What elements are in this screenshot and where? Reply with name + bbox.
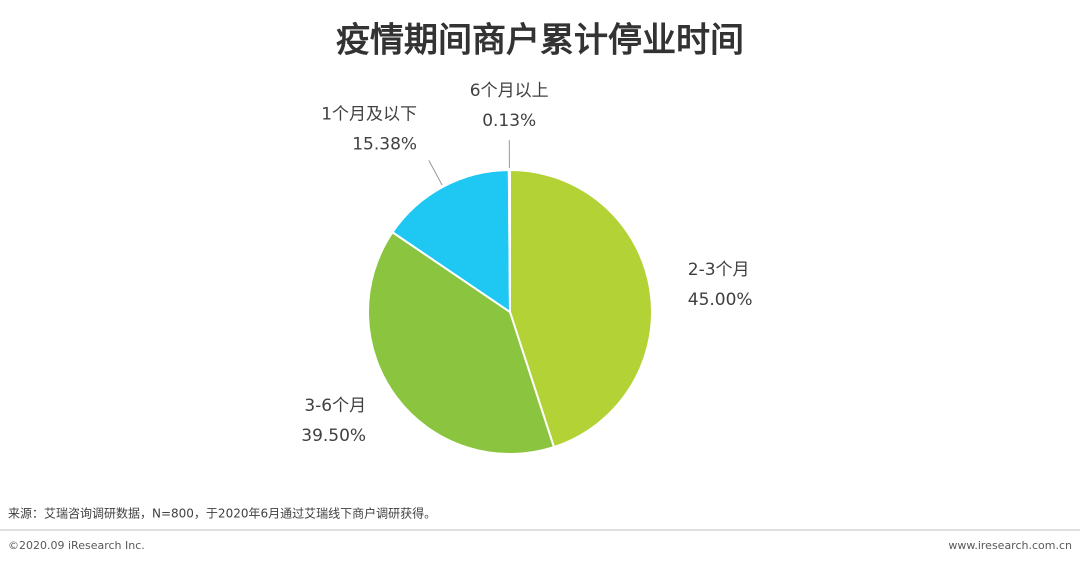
leader-line (428, 160, 443, 186)
footer-left: ©2020.09 iResearch Inc. (8, 539, 145, 552)
slice-value: 45.00% (688, 290, 753, 310)
footer-right: www.iresearch.com.cn (948, 539, 1072, 552)
slice-value: 0.13% (482, 111, 536, 131)
pie-slice (509, 168, 653, 449)
source-note: 来源：艾瑞咨询调研数据，N=800，于2020年6月通过艾瑞线下商户调研获得。 (8, 506, 436, 521)
slice-label: 3-6个月 (304, 396, 366, 416)
pie-slice (367, 230, 556, 455)
slice-label: 1个月及以下 (321, 104, 417, 124)
slice-value: 15.38% (352, 134, 417, 154)
slice-label: 2-3个月 (688, 260, 750, 280)
pie-slice (507, 168, 511, 313)
slice-value: 39.50% (301, 426, 366, 446)
chart-title: 疫情期间商户累计停业时间 (336, 21, 744, 61)
pie-slice (391, 168, 512, 314)
slice-label: 6个月以上 (470, 81, 549, 101)
